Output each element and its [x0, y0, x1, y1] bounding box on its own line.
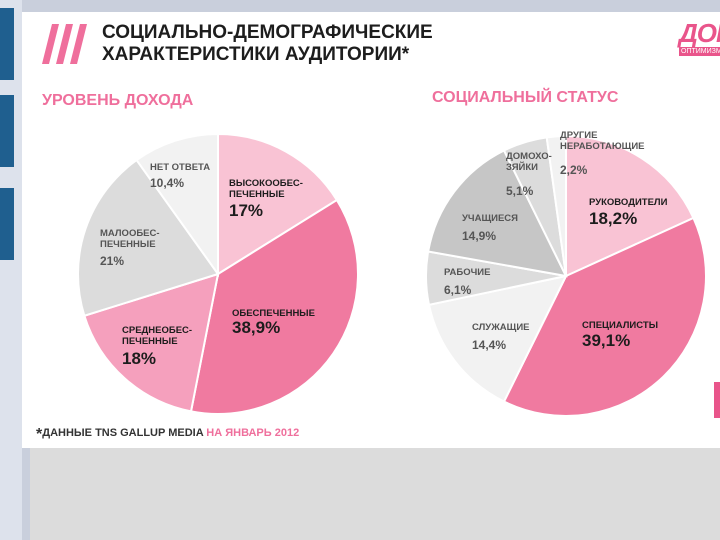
status-label-workers: РАБОЧИЕ [444, 267, 491, 278]
income-slice-2 [83, 272, 220, 413]
status-label-housewives: ДОМОХО- ЗЯЙКИ [506, 151, 552, 173]
status-label-employees: СЛУЖАЩИЕ [472, 322, 530, 333]
income-value-secured: 38,9% [232, 318, 281, 337]
status-value-employees: 14,4% [472, 338, 507, 352]
income-label-secured: ОБЕСПЕЧЕННЫЕ [232, 308, 315, 319]
chart-title-status: СОЦИАЛЬНЫЙ СТАТУС [432, 89, 619, 106]
slashes-decor-icon [42, 24, 87, 64]
brand-logo[interactable]: ДОМ ОПТИМИЗМ [665, 16, 720, 64]
status-slice-6 [545, 134, 567, 277]
logo-subtext: ОПТИМИЗМ [679, 47, 720, 56]
income-label-low: МАЛООБЕС- ПЕЧЕННЫЕ [100, 228, 160, 250]
page-title: СОЦИАЛЬНО-ДЕМОГРАФИЧЕСКИЕ ХАРАКТЕРИСТИКИ… [102, 22, 433, 65]
income-slice-1 [189, 198, 359, 415]
footnote: *ДАННЫЕ TNS GALLUP MEDIA НА ЯНВАРЬ 2012 [36, 426, 299, 444]
status-slice-4 [427, 149, 568, 278]
income-label-middle: СРЕДНЕОБЕС- ПЕЧЕННЫЕ [122, 325, 193, 347]
income-value-noanswer: 10,4% [150, 176, 185, 190]
income-value-middle: 18% [122, 349, 157, 368]
status-value-workers: 6,1% [444, 283, 472, 297]
status-label-other: ДРУГИЕ НЕРАБОТАЮЩИЕ [560, 130, 645, 152]
status-value-other: 2,2% [560, 163, 588, 177]
status-value-managers: 18,2% [589, 209, 638, 228]
chart-title-income: УРОВЕНЬ ДОХОДА [42, 92, 194, 109]
status-slice-1 [502, 216, 707, 417]
status-label-students: УЧАЩИЕСЯ [462, 213, 518, 224]
footnote-highlight: НА ЯНВАРЬ 2012 [206, 427, 300, 439]
logo-text: ДОМ [679, 18, 720, 48]
status-slice-2 [427, 274, 568, 403]
side-tab-1[interactable] [0, 8, 14, 80]
edge-marker [714, 382, 720, 418]
side-tab-2[interactable] [0, 95, 14, 167]
income-value-high: 17% [229, 201, 264, 220]
footnote-text: ДАННЫЕ TNS GALLUP MEDIA [42, 427, 207, 439]
status-label-specialists: СПЕЦИАЛИСТЫ [582, 320, 658, 331]
status-value-housewives: 5,1% [506, 184, 534, 198]
status-value-specialists: 39,1% [582, 331, 631, 350]
lower-panel [30, 448, 720, 540]
income-label-high: ВЫСОКООБЕС- ПЕЧЕННЫЕ [229, 178, 303, 200]
status-label-managers: РУКОВОДИТЕЛИ [589, 197, 668, 208]
income-value-low: 21% [100, 254, 125, 268]
status-value-students: 14,9% [462, 229, 497, 243]
side-tab-3[interactable] [0, 188, 14, 260]
left-frame [0, 0, 22, 540]
status-slice-0 [565, 134, 695, 278]
income-slice-0 [217, 132, 339, 276]
income-label-noanswer: НЕТ ОТВЕТА [150, 162, 211, 173]
income-slice-3 [77, 158, 220, 318]
footnote-star: * [36, 426, 43, 443]
income-slice-4 [135, 132, 219, 278]
